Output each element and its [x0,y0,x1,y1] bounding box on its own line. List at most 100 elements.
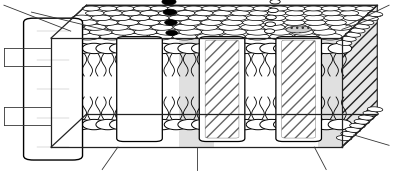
Circle shape [178,119,202,130]
Ellipse shape [222,20,242,25]
Circle shape [110,119,133,130]
Ellipse shape [168,6,185,11]
Ellipse shape [91,15,111,21]
Ellipse shape [84,24,106,30]
Circle shape [82,43,106,54]
Ellipse shape [241,24,263,30]
Circle shape [260,43,283,54]
Ellipse shape [180,20,201,25]
Circle shape [314,43,338,54]
Circle shape [191,119,215,130]
Ellipse shape [336,40,352,45]
Ellipse shape [285,11,304,16]
Ellipse shape [89,29,112,35]
Circle shape [41,43,65,54]
Circle shape [69,119,92,130]
Ellipse shape [201,20,222,25]
Ellipse shape [151,24,173,30]
Ellipse shape [321,6,339,11]
Circle shape [164,43,188,54]
Ellipse shape [343,15,363,21]
Circle shape [274,119,297,130]
Circle shape [137,119,160,130]
Ellipse shape [134,6,151,11]
Circle shape [55,43,79,54]
FancyBboxPatch shape [276,37,321,142]
Polygon shape [342,5,377,147]
FancyBboxPatch shape [117,37,162,142]
Ellipse shape [116,6,134,11]
Ellipse shape [253,6,271,11]
Circle shape [41,119,65,130]
Ellipse shape [67,29,90,35]
Ellipse shape [308,24,330,30]
Ellipse shape [285,15,305,21]
Ellipse shape [305,15,324,21]
Circle shape [268,8,278,13]
Polygon shape [51,38,73,147]
Circle shape [219,43,242,54]
Circle shape [287,43,311,54]
Ellipse shape [122,11,141,16]
Ellipse shape [340,11,359,16]
Polygon shape [318,38,342,147]
Ellipse shape [236,6,254,11]
Ellipse shape [246,29,269,35]
Ellipse shape [266,15,286,21]
Circle shape [328,43,352,54]
Ellipse shape [219,6,237,11]
Ellipse shape [270,33,294,40]
Ellipse shape [140,11,159,16]
Circle shape [205,119,229,130]
Ellipse shape [176,11,195,16]
Ellipse shape [219,24,240,30]
Circle shape [166,30,178,35]
Circle shape [260,119,283,130]
Circle shape [137,43,160,54]
Ellipse shape [336,136,352,141]
Ellipse shape [324,15,344,21]
Circle shape [233,43,256,54]
Ellipse shape [341,131,356,136]
Ellipse shape [51,33,75,40]
Ellipse shape [129,24,151,30]
Ellipse shape [195,11,213,16]
Circle shape [233,119,256,130]
Ellipse shape [345,32,361,37]
Ellipse shape [224,29,246,35]
Circle shape [151,43,174,54]
Ellipse shape [291,29,314,35]
Ellipse shape [287,6,305,11]
Circle shape [69,43,92,54]
Circle shape [110,43,133,54]
Ellipse shape [339,6,356,11]
Ellipse shape [285,24,307,30]
Ellipse shape [202,6,220,11]
Ellipse shape [201,29,224,35]
Ellipse shape [367,107,383,112]
Circle shape [123,43,147,54]
Circle shape [191,43,215,54]
Ellipse shape [345,127,361,132]
Polygon shape [51,5,377,38]
Ellipse shape [188,15,208,21]
Ellipse shape [330,24,352,30]
Ellipse shape [363,16,378,21]
Ellipse shape [305,6,322,11]
Circle shape [178,43,202,54]
Ellipse shape [263,20,284,25]
Ellipse shape [354,119,369,124]
Ellipse shape [227,15,247,21]
FancyBboxPatch shape [24,18,83,160]
Ellipse shape [97,20,118,25]
Ellipse shape [158,11,177,16]
Ellipse shape [367,12,383,17]
Ellipse shape [358,115,374,120]
Ellipse shape [268,29,291,35]
Ellipse shape [82,6,100,11]
Polygon shape [51,38,342,147]
Ellipse shape [221,33,245,40]
Circle shape [96,43,119,54]
Circle shape [270,0,280,4]
Circle shape [274,43,297,54]
